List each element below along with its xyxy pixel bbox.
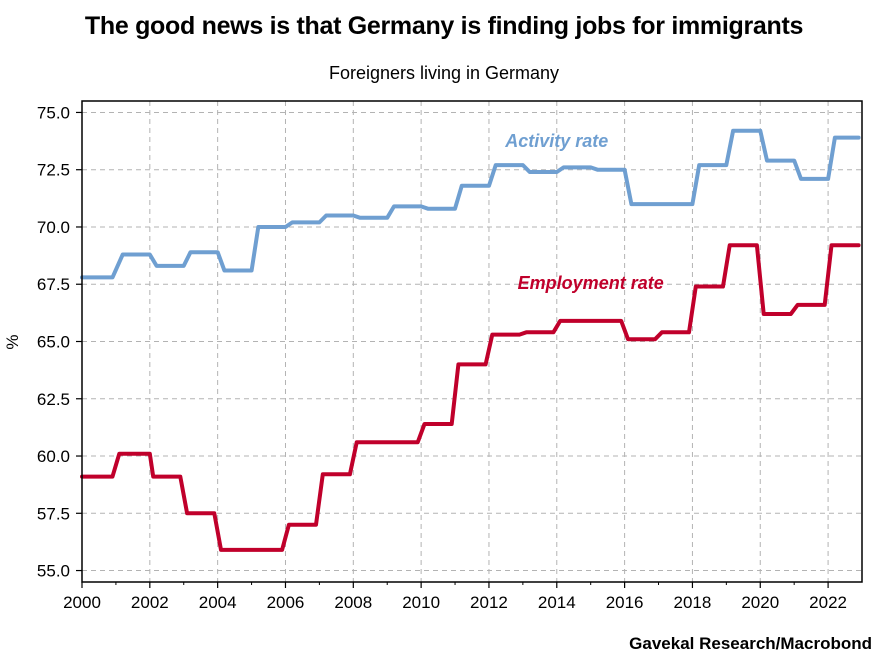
y-tick-label: 75.0 bbox=[37, 103, 70, 122]
x-tick-label: 2012 bbox=[470, 593, 508, 612]
x-tick-label: 2016 bbox=[606, 593, 644, 612]
x-tick-label: 2008 bbox=[334, 593, 372, 612]
x-tick-label: 2010 bbox=[402, 593, 440, 612]
x-tick-label: 2004 bbox=[199, 593, 237, 612]
y-tick-label: 70.0 bbox=[37, 218, 70, 237]
y-tick-label: 67.5 bbox=[37, 275, 70, 294]
y-tick-label: 55.0 bbox=[37, 562, 70, 581]
y-axis-label: % bbox=[3, 334, 22, 349]
y-tick-label: 72.5 bbox=[37, 161, 70, 180]
series-line-activity-rate bbox=[80, 128, 861, 280]
y-tick-label: 62.5 bbox=[37, 390, 70, 409]
chart-subtitle: Foreigners living in Germany bbox=[328, 63, 560, 83]
series-label-employment-rate: Employment rate bbox=[518, 273, 664, 293]
x-tick-label: 2022 bbox=[809, 593, 847, 612]
x-tick-label: 2002 bbox=[131, 593, 169, 612]
x-tick-label: 2020 bbox=[741, 593, 779, 612]
series-layer bbox=[80, 128, 861, 552]
series-label-activity-rate: Activity rate bbox=[504, 131, 608, 151]
chart-title: The good news is that Germany is finding… bbox=[84, 12, 804, 40]
x-tick-label: 2018 bbox=[674, 593, 712, 612]
y-tick-label: 60.0 bbox=[37, 447, 70, 466]
x-tick-label: 2014 bbox=[538, 593, 576, 612]
y-tick-label: 57.5 bbox=[37, 504, 70, 523]
y-tick-label: 65.0 bbox=[37, 333, 70, 352]
grid bbox=[82, 101, 862, 582]
x-tick-label: 2000 bbox=[63, 593, 101, 612]
series-line-employment-rate bbox=[80, 243, 861, 552]
x-tick-label: 2006 bbox=[267, 593, 305, 612]
series-labels: Activity rate Employment rate bbox=[504, 131, 663, 293]
axis-ticks: 2000 2002 2004 2006 2008 2010 2012 2014 2016 2018… bbox=[37, 103, 847, 612]
source-credit: Gavekal Research/Macrobond bbox=[629, 634, 872, 653]
